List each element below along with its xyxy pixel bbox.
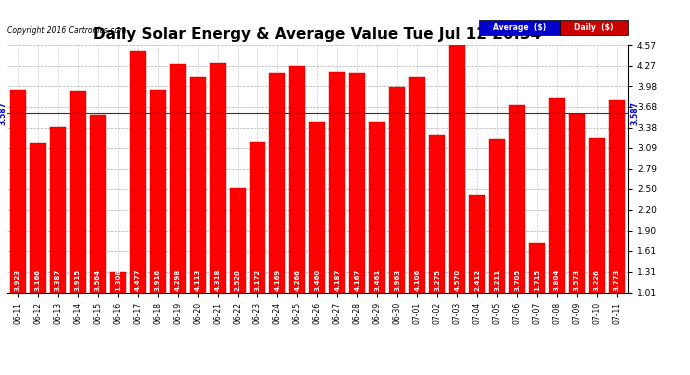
Text: 2.520: 2.520 [235,269,241,291]
Bar [589,138,605,292]
Bar [489,140,505,292]
Text: 4.298: 4.298 [175,269,181,291]
Bar [449,45,465,292]
FancyBboxPatch shape [560,20,628,35]
Bar [469,195,485,292]
Bar [10,90,26,292]
Bar [210,63,226,292]
Text: 3.387: 3.387 [55,269,61,291]
Text: 3.915: 3.915 [75,269,81,291]
Bar [409,77,425,292]
Text: 3.275: 3.275 [434,269,440,291]
Text: 4.477: 4.477 [135,268,141,291]
Bar [309,122,326,292]
Bar [110,272,126,292]
Bar [569,114,585,292]
Text: 3.587: 3.587 [631,101,640,125]
Text: 3.564: 3.564 [95,269,101,291]
Bar [230,188,246,292]
Bar [170,64,186,292]
Text: Copyright 2016 Cartronics.com: Copyright 2016 Cartronics.com [7,26,126,35]
Text: 4.318: 4.318 [215,269,221,291]
Bar [389,87,405,292]
Text: 3.923: 3.923 [15,269,21,291]
Bar [70,90,86,292]
Bar [509,105,525,292]
Text: 3.226: 3.226 [594,269,600,291]
Bar [90,115,106,292]
Text: 4.187: 4.187 [335,269,340,291]
Title: Daily Solar Energy & Average Value Tue Jul 12 20:34: Daily Solar Energy & Average Value Tue J… [93,27,542,42]
Bar [130,51,146,292]
Bar [549,98,565,292]
Bar [529,243,545,292]
Bar [190,77,206,292]
Bar [369,122,385,292]
Text: 2.412: 2.412 [474,269,480,291]
Text: 4.106: 4.106 [414,269,420,291]
Text: Average  ($): Average ($) [493,23,546,32]
Text: 3.804: 3.804 [554,269,560,291]
Text: 3.166: 3.166 [35,269,41,291]
Text: 3.705: 3.705 [514,269,520,291]
Text: 3.963: 3.963 [394,269,400,291]
Text: 3.916: 3.916 [155,269,161,291]
FancyBboxPatch shape [479,20,560,35]
Text: 1.308: 1.308 [115,269,121,291]
Bar [270,73,286,292]
Bar [50,127,66,292]
Bar [609,100,625,292]
Text: 3.211: 3.211 [494,269,500,291]
Text: Daily  ($): Daily ($) [574,23,613,32]
Bar [289,66,306,292]
Text: 3.460: 3.460 [315,269,320,291]
Text: 4.570: 4.570 [454,269,460,291]
Bar [30,142,46,292]
Bar [250,142,266,292]
Text: 3.172: 3.172 [255,269,261,291]
Text: 1.715: 1.715 [534,269,540,291]
Text: 3.773: 3.773 [614,269,620,291]
Text: 3.461: 3.461 [374,269,380,291]
Text: 4.169: 4.169 [275,269,280,291]
Text: 3.573: 3.573 [574,269,580,291]
Text: 4.266: 4.266 [295,269,300,291]
Bar [429,135,445,292]
Bar [329,72,346,292]
Bar [349,73,365,292]
Text: 4.113: 4.113 [195,269,201,291]
Bar [150,90,166,292]
Text: 4.167: 4.167 [355,269,360,291]
Text: 3.587: 3.587 [0,101,8,125]
